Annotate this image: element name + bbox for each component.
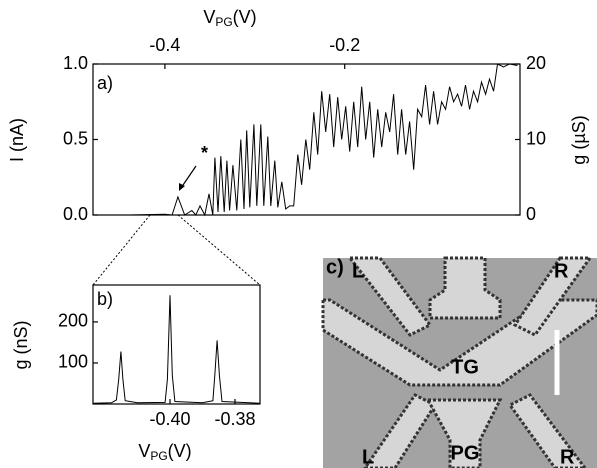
figure: VPG(V) I (nA) g (µS) a) * VPG(V) g (nS) … — [0, 0, 597, 468]
label-unit: (V) — [168, 441, 192, 461]
y2-tick-label: 20 — [526, 53, 546, 73]
contact-label: R — [560, 446, 575, 468]
y-tick-label: 200 — [58, 311, 88, 331]
data-line — [94, 295, 260, 403]
label-sub: PG — [215, 15, 232, 29]
zoom-line — [178, 215, 260, 285]
y2-tick-label: 0 — [526, 204, 536, 224]
panel-label: a) — [97, 73, 113, 93]
x-axis-label: VPG(V) — [138, 441, 191, 463]
zoom-line — [93, 215, 150, 285]
gate-label: PG — [451, 442, 480, 464]
x-tick-label: -0.38 — [214, 409, 255, 429]
panel-label: b) — [97, 289, 113, 309]
y-axis-label: I (nA) — [7, 118, 27, 162]
y-tick-label: 1.0 — [63, 53, 88, 73]
contact-label: L — [362, 446, 374, 468]
contact-label: L — [352, 260, 364, 282]
label-main: V — [203, 7, 215, 27]
y-tick-label: 100 — [58, 352, 88, 372]
annotation: * — [201, 143, 208, 163]
y-tick-label: 0.0 — [63, 204, 88, 224]
y-tick-label: 0.5 — [63, 128, 88, 148]
x-tick-label: -0.4 — [149, 35, 180, 55]
panel-label: c) — [326, 256, 344, 278]
y2-axis-label: g (µS) — [569, 115, 589, 164]
y-axis-label: g (nS) — [11, 320, 31, 369]
x-tick-label: -0.40 — [149, 409, 190, 429]
gate-label: TG — [451, 356, 479, 378]
plot-frame — [93, 64, 520, 215]
label-main: V — [138, 441, 150, 461]
y2-tick-label: 10 — [526, 128, 546, 148]
data-line — [129, 64, 518, 215]
contact-label: R — [554, 260, 569, 282]
label-sub: PG — [150, 449, 167, 463]
arrow — [181, 166, 196, 188]
micrograph: c) L R TG L PG R — [323, 256, 597, 468]
x-axis-label: VPG(V) — [203, 7, 256, 29]
x-tick-label: -0.2 — [329, 35, 360, 55]
label-unit: (V) — [233, 7, 257, 27]
